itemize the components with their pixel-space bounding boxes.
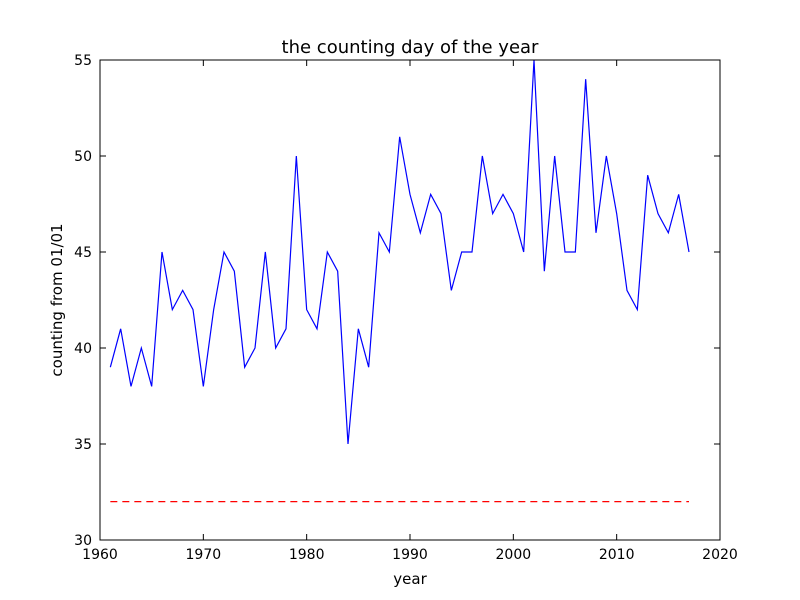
y-tick-label: 40 xyxy=(74,341,92,357)
x-tick-label: 2010 xyxy=(599,547,635,563)
x-tick-label: 1970 xyxy=(186,547,222,563)
x-tick-label: 2020 xyxy=(702,547,738,563)
y-tick-label: 50 xyxy=(74,149,92,165)
y-tick-label: 30 xyxy=(74,533,92,549)
y-tick-label: 55 xyxy=(74,53,92,69)
series-line xyxy=(109,59,690,445)
x-tick-label: 2000 xyxy=(496,547,532,563)
y-axis: 30 35 40 45 50 55 xyxy=(74,53,720,549)
y-tick-label: 35 xyxy=(74,437,92,453)
x-tick-label: 1990 xyxy=(392,547,428,563)
x-tick-label: 1960 xyxy=(82,547,118,563)
plot-frame xyxy=(99,59,721,541)
x-axis: 1960 1970 1980 1990 2000 2010 2020 xyxy=(82,60,738,563)
x-tick-label: 1980 xyxy=(289,547,325,563)
y-axis-label: counting from 01/01 xyxy=(48,223,66,376)
x-axis-label: year xyxy=(393,570,427,588)
y-tick-label: 45 xyxy=(74,245,92,261)
plot-area xyxy=(109,59,690,503)
chart-title: the counting day of the year xyxy=(282,37,540,58)
